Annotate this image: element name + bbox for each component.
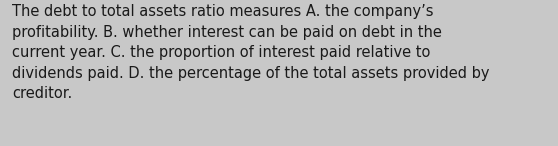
Text: The debt to total assets ratio measures A. the company’s
profitability. B. wheth: The debt to total assets ratio measures … [12,4,490,101]
